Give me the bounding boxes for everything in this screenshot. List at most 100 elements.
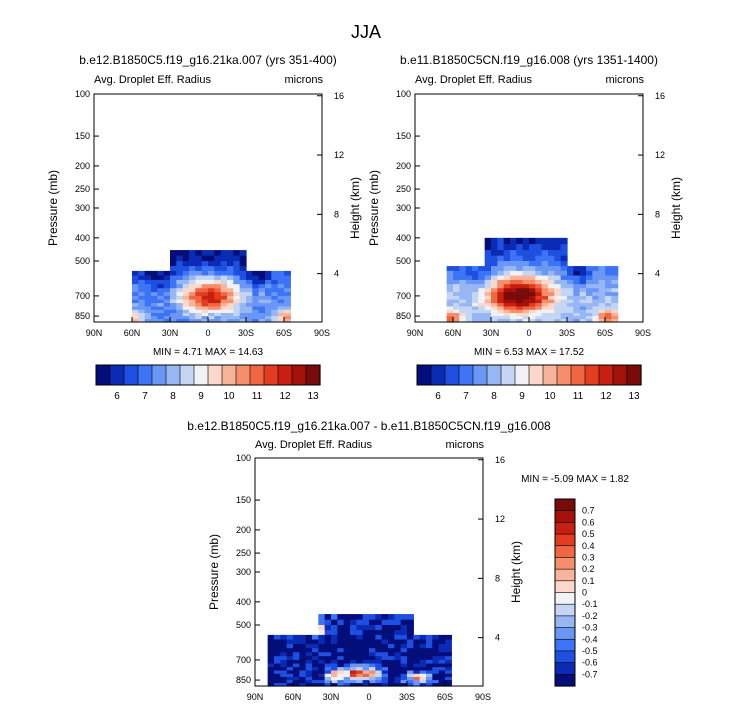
heatmap-cell [541, 255, 549, 262]
heatmap-cell [195, 284, 203, 289]
heatmap-cell [586, 316, 593, 320]
heatmap-cell [220, 250, 228, 257]
heatmap-cell [381, 643, 389, 649]
heatmap-cell [350, 630, 357, 636]
heatmap-cell [426, 670, 433, 675]
heatmap-cell [554, 316, 562, 320]
heatmap-cell [356, 670, 364, 675]
heatmap-cell [227, 316, 234, 320]
heatmap-cell [252, 312, 260, 317]
heatmap-cell [529, 237, 536, 245]
heatmap-cell [522, 303, 530, 308]
heatmap-cell [510, 319, 517, 323]
heatmap-cell [239, 250, 247, 257]
heatmap-cell [375, 663, 383, 668]
heatmap-cell [586, 303, 593, 308]
heatmap-cell [586, 312, 593, 317]
heatmap-cell [350, 683, 357, 687]
heatmap-cell [573, 275, 581, 281]
heatmap-cell [246, 292, 253, 297]
heatmap-cell [227, 266, 234, 272]
heatmap-cells [132, 250, 291, 323]
colorbar-label: 6 [114, 391, 120, 402]
heatmap-cell [381, 673, 389, 678]
heatmap-cell [163, 295, 171, 301]
heatmap-cell [510, 312, 517, 317]
heatmap-cell [299, 680, 307, 684]
heatmap-cell [432, 652, 440, 657]
heatmap-cell [132, 316, 139, 320]
heatmap-cell [388, 673, 395, 678]
heatmap-cell [356, 619, 364, 626]
heatmap-cell [337, 670, 345, 675]
heatmap-cell [195, 255, 203, 262]
heatmap-cell [201, 275, 209, 281]
heatmap-cell [548, 299, 555, 304]
heatmap-cell [252, 299, 260, 304]
heatmap-cell [535, 288, 543, 293]
heatmap-cell [400, 614, 408, 621]
heatmap-cell [144, 319, 152, 323]
heatmap-cell [510, 237, 517, 245]
heatmap-cell [522, 270, 530, 277]
heatmap-cell [541, 270, 549, 277]
heatmap-cell [381, 648, 389, 653]
heatmap-cell [271, 306, 279, 311]
heatmap-cell [400, 652, 408, 657]
heatmap-cell [305, 670, 313, 675]
heatmap-cell [331, 680, 338, 684]
heatmap-cell [284, 270, 291, 277]
heatmap-cell [592, 299, 600, 304]
heatmap-cell [182, 266, 190, 272]
heatmap-cell [189, 319, 196, 323]
heatmap-cell [522, 295, 530, 301]
heatmap-cell [337, 673, 345, 678]
heatmap-cell [579, 275, 587, 281]
heatmap-cell [343, 619, 351, 626]
heatmap-cell [312, 680, 319, 684]
heatmap-cell [337, 634, 345, 641]
heatmap-cell [343, 648, 351, 653]
heatmap-cell [579, 303, 587, 308]
heatmap-cell [286, 656, 294, 661]
heatmap-cell [459, 319, 467, 323]
heatmap-cell [227, 295, 234, 301]
heatmap-cell [407, 652, 414, 657]
heatmap-cell [529, 295, 536, 301]
x-tick-label: 60S [597, 328, 613, 338]
heatmap-cell [541, 309, 549, 314]
y2-tick-label: 4 [495, 633, 500, 643]
heatmap-cell [510, 266, 517, 272]
heatmap-cell [157, 316, 165, 320]
heatmap-cell [220, 270, 228, 277]
heatmap-cell [265, 275, 272, 281]
heatmap-cell [426, 680, 433, 684]
heatmap-cell [293, 667, 300, 672]
heatmap-cell [305, 659, 313, 665]
heatmap-cell [277, 288, 285, 293]
heatmap-cell [258, 284, 266, 289]
heatmap-cell [491, 237, 498, 245]
colorbar-swatch [554, 650, 576, 664]
heatmap-cell [331, 683, 338, 687]
heatmap-cell [432, 667, 440, 672]
heatmap-cell [324, 676, 332, 681]
heatmap-cell [381, 634, 389, 641]
heatmap-cell [274, 648, 281, 653]
heatmap-cell [598, 316, 606, 320]
heatmap-cell [350, 614, 357, 621]
x-tick-label: 90S [314, 328, 330, 338]
heatmap-cell [413, 656, 421, 661]
heatmap-cell [331, 634, 338, 641]
heatmap-cell [350, 634, 357, 641]
heatmap-cell [157, 279, 165, 285]
heatmap-cell [271, 303, 279, 308]
y-tick-label: 100 [236, 453, 251, 463]
heatmap-cell [274, 639, 281, 645]
heatmap-cell [356, 676, 364, 681]
heatmap-cell [293, 643, 300, 649]
colorbar-label: 8 [170, 391, 176, 402]
heatmap-cell [497, 319, 505, 323]
y-tick-label: 500 [75, 256, 90, 266]
heatmap-cell [548, 303, 555, 308]
